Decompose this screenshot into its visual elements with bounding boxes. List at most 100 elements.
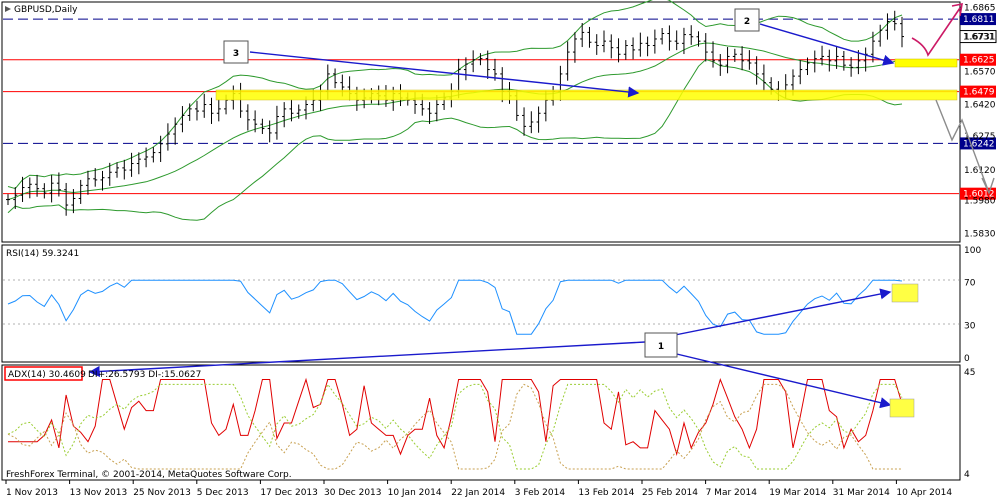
price-tick-label: 1.6420 <box>964 101 996 111</box>
ohlc-bar <box>740 46 745 71</box>
ohlc-bar <box>841 50 846 71</box>
ohlc-bar <box>427 102 432 124</box>
adx-label-box <box>4 366 83 381</box>
ohlc-bar <box>296 104 301 119</box>
forecast-down-arrowhead <box>981 177 995 195</box>
annotation-1-label: 1 <box>658 342 664 352</box>
ohlc-bar <box>71 189 76 214</box>
ohlc-bar <box>463 57 468 81</box>
annotation-2-label: 2 <box>744 17 750 27</box>
ohlc-bar <box>580 23 585 48</box>
ohlc-bar <box>616 38 621 63</box>
ohlc-bar <box>158 135 163 162</box>
copyright-text: FreshForex Terminal, © 2001-2014, MetaQu… <box>6 470 292 480</box>
level-tag-bg-0 <box>960 13 996 26</box>
price-tick-label: 1.6120 <box>964 166 996 176</box>
ohlc-bar <box>78 179 83 204</box>
di-plus-line <box>7 383 903 470</box>
adx-tick-label: 45 <box>964 368 975 378</box>
ohlc-bar <box>587 26 592 48</box>
arrow-1-adxlabel <box>88 341 646 378</box>
x-tick-label: 30 Dec 2013 <box>324 488 382 498</box>
ohlc-bar <box>35 174 40 197</box>
adx-tick-label: 4 <box>964 470 970 480</box>
x-tick-label: 13 Feb 2014 <box>578 488 634 498</box>
ohlc-bar <box>49 175 54 203</box>
price-tick-label: 1.6275 <box>964 132 996 142</box>
ohlc-bar <box>85 170 90 195</box>
ohlc-bar <box>834 47 839 69</box>
ohlc-bar <box>304 96 308 120</box>
ohlc-bar <box>20 176 25 202</box>
ohlc-bar <box>209 97 214 124</box>
ohlc-bar <box>100 170 105 191</box>
annotation-3: 3 <box>223 40 249 64</box>
ohlc-bar <box>798 60 803 85</box>
di-label: DI+:26.5793 DI-:15.0627 <box>88 370 201 380</box>
ohlc-bar <box>638 32 643 57</box>
ohlc-bar <box>885 13 890 40</box>
adx-highlight <box>889 398 915 418</box>
ohlc-bar <box>529 111 534 134</box>
ohlc-bar <box>820 45 825 66</box>
x-tick-label: 5 Dec 2013 <box>197 488 249 498</box>
ohlc-bar <box>187 103 192 121</box>
price-tick-label: 1.5980 <box>964 197 996 207</box>
rsi-label: RSI(14) 59.3241 <box>6 249 79 259</box>
x-tick-label: 10 Jan 2014 <box>388 488 442 498</box>
ohlc-bar <box>274 105 279 140</box>
x-tick-label: 25 Feb 2014 <box>642 488 698 498</box>
annotation-1: 1 <box>644 332 678 358</box>
ohlc-bar <box>849 57 854 77</box>
ohlc-bar <box>151 147 156 163</box>
ohlc-bar <box>194 100 199 121</box>
ohlc-bar <box>660 28 665 45</box>
ohlc-bar <box>754 56 759 85</box>
rsi-tick-label: 100 <box>964 246 981 256</box>
current-price-tag-label: 1.6731 <box>963 33 995 43</box>
rsi-tick-label: 30 <box>964 322 976 332</box>
level-tag-bg-2 <box>960 85 996 98</box>
ohlc-bar <box>667 25 672 51</box>
current-price-tag-bg <box>959 30 997 44</box>
ohlc-bar <box>863 47 868 72</box>
ohlc-bar <box>56 172 61 197</box>
ohlc-bar <box>485 50 490 79</box>
adx-line <box>8 377 903 457</box>
ohlc-bar <box>333 68 338 89</box>
ohlc-bar <box>129 152 134 177</box>
ohlc-bar <box>805 57 810 76</box>
ohlc-bar <box>725 47 730 74</box>
ohlc-bar <box>718 54 723 76</box>
ohlc-bar <box>536 106 541 133</box>
x-tick-label: 31 Mar 2014 <box>833 488 890 498</box>
ohlc-bar <box>652 29 657 54</box>
rsi-tick-label: 70 <box>964 278 976 288</box>
ohlc-bar <box>631 37 636 60</box>
forecast-up-arrowhead <box>951 2 963 17</box>
ohlc-bar <box>282 102 287 128</box>
ohlc-bar <box>471 50 476 73</box>
band-lower <box>7 58 903 221</box>
symbol-marker-icon <box>5 6 11 12</box>
x-tick-label: 22 Jan 2014 <box>451 488 505 498</box>
ohlc-bar <box>572 32 577 63</box>
x-tick-label: 17 Dec 2013 <box>260 488 318 498</box>
arrow-1-adx <box>659 349 892 409</box>
ohlc-bar <box>812 50 817 73</box>
ohlc-bar <box>202 93 207 118</box>
adx-label: ADX(14) 30.4609 <box>8 370 86 380</box>
ohlc-bar <box>27 177 32 199</box>
ohlc-bar <box>64 182 69 216</box>
ohlc-bar <box>245 104 250 131</box>
ohlc-bar <box>689 25 694 45</box>
ohlc-bar <box>136 152 141 175</box>
ohlc-bar <box>565 41 570 81</box>
ohlc-bar <box>173 117 178 145</box>
yellow-zone-upper <box>894 58 958 68</box>
arrow-1-rsi <box>659 288 892 339</box>
ohlc-bar <box>609 34 614 59</box>
x-tick-label: 1 Nov 2013 <box>6 488 58 498</box>
ohlc-bar <box>674 30 679 51</box>
